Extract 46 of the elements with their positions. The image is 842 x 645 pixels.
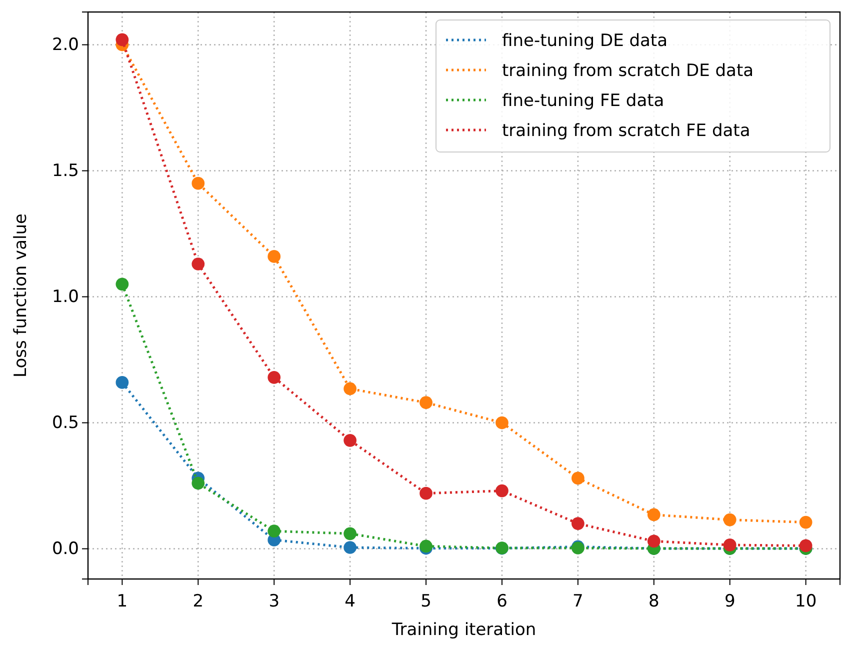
- legend-label: training from scratch DE data: [502, 61, 754, 81]
- point: [723, 538, 736, 552]
- point: [647, 534, 660, 548]
- point: [420, 486, 432, 500]
- x-tick-label: 7: [572, 592, 584, 612]
- point: [572, 472, 584, 485]
- point: [344, 434, 356, 447]
- point: [496, 484, 508, 498]
- x-tick-label: 3: [268, 592, 280, 612]
- point: [420, 396, 432, 410]
- x-tick-label: 6: [496, 592, 508, 612]
- x-tick-label: 4: [344, 592, 356, 612]
- point: [344, 527, 356, 540]
- y-tick-label: 2.0: [52, 35, 79, 56]
- x-tick-label: 5: [420, 592, 432, 612]
- point: [192, 258, 205, 270]
- point: [268, 524, 281, 538]
- point: [799, 516, 812, 529]
- y-tick-label: 0.5: [52, 413, 79, 434]
- y-tick-label: 0.0: [52, 539, 79, 560]
- point: [116, 376, 129, 389]
- legend-label: fine-tuning FE data: [502, 91, 664, 111]
- point: [647, 508, 660, 522]
- x-tick-label: 1: [116, 592, 128, 612]
- point: [572, 517, 584, 530]
- legend-label: training from scratch FE data: [502, 121, 750, 141]
- point: [268, 250, 281, 263]
- point: [268, 370, 281, 384]
- point: [116, 278, 129, 291]
- x-tick-label: 2: [192, 592, 204, 612]
- point: [496, 416, 508, 430]
- point: [344, 541, 356, 554]
- point: [192, 176, 205, 190]
- x-tick-label: 10: [795, 592, 817, 612]
- point: [116, 33, 129, 46]
- point: [192, 476, 205, 490]
- legend-label: fine-tuning DE data: [502, 31, 668, 51]
- y-axis-title: Loss function value: [11, 214, 31, 378]
- y-tick-label: 1.5: [52, 161, 79, 182]
- y-tick-label: 1.0: [52, 287, 79, 308]
- x-tick-label: 8: [648, 592, 660, 612]
- x-axis-title: Training iteration: [390, 620, 536, 640]
- point: [344, 382, 356, 396]
- point: [799, 539, 812, 552]
- point: [723, 513, 736, 526]
- x-tick-label: 9: [724, 592, 736, 612]
